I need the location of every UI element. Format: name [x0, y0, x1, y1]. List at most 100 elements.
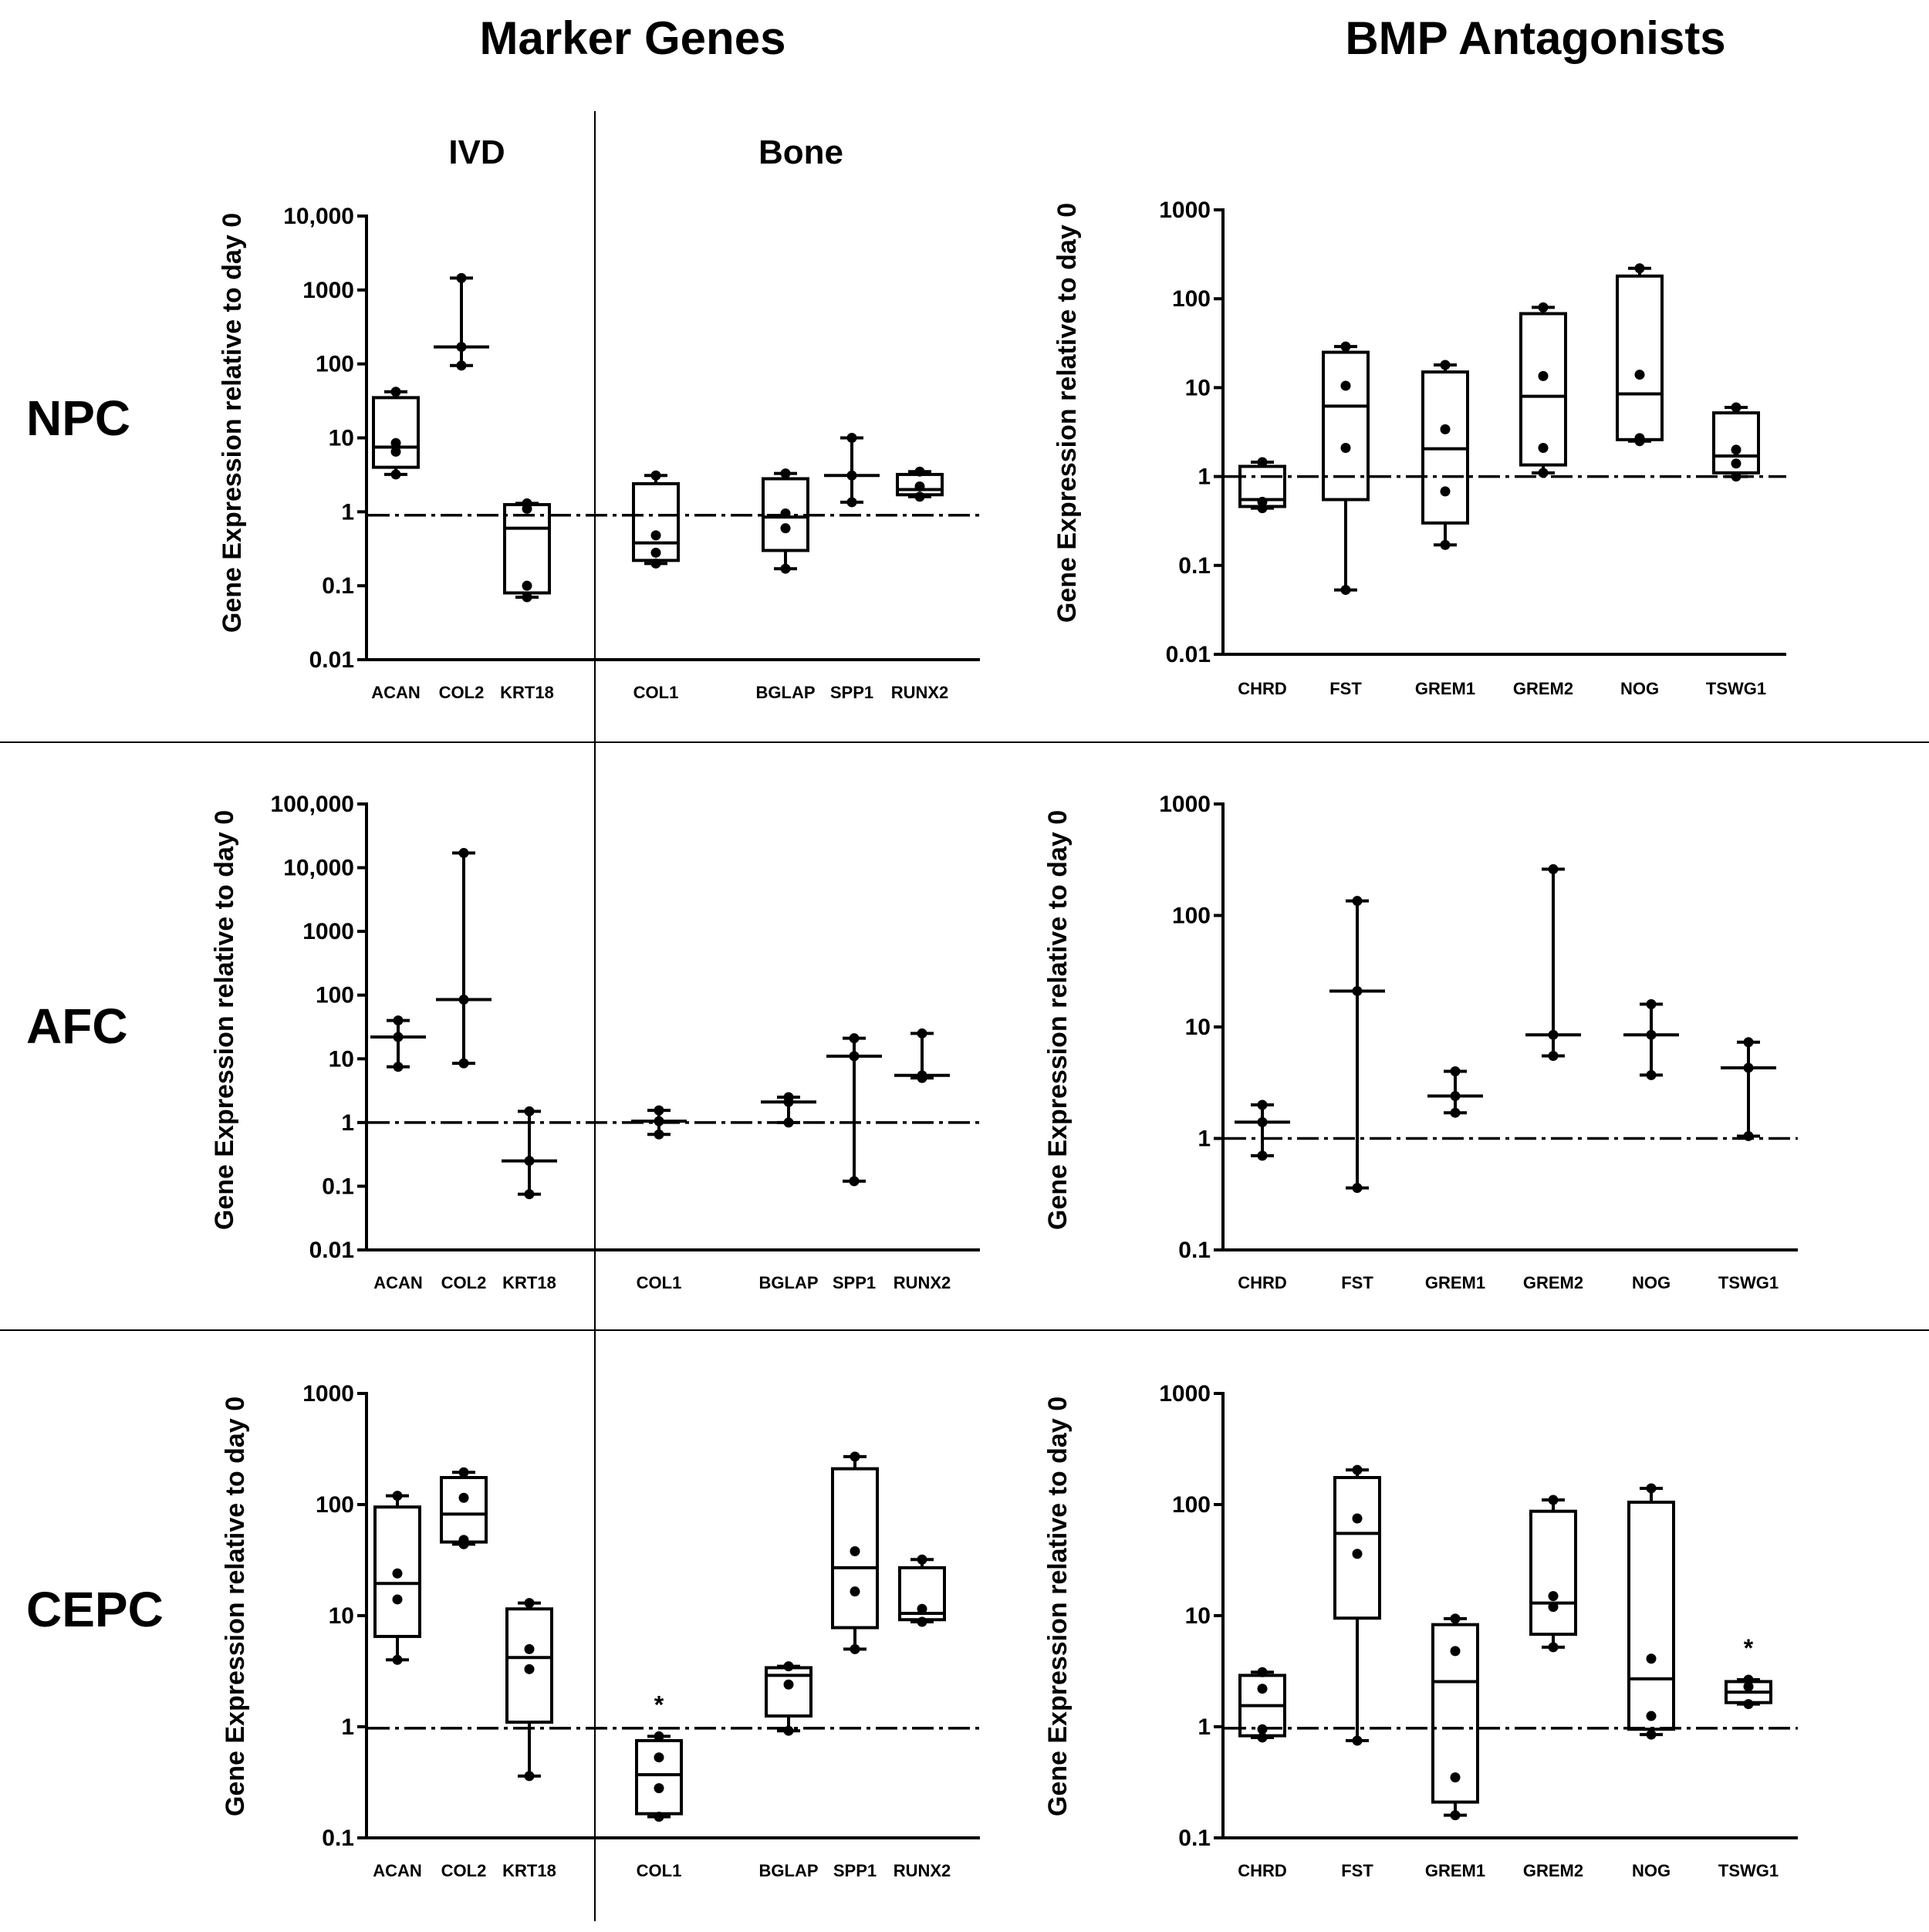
data-point: [1731, 471, 1742, 482]
data-point: [1450, 1066, 1461, 1077]
y-tick-label: 1: [341, 499, 354, 525]
data-point: [522, 580, 532, 591]
data-point: [1340, 442, 1351, 453]
iqr-box: [762, 477, 809, 552]
box-grem1: [1427, 1066, 1483, 1118]
panel-npc-marker-genes: Gene Expression relative to day 0 0.01 0.1…: [218, 204, 980, 702]
data-point: [1440, 360, 1451, 370]
data-point: [1538, 442, 1549, 453]
data-point: [392, 1594, 403, 1605]
box-grem2: [1529, 1495, 1577, 1653]
data-point: [1548, 1591, 1559, 1602]
box-col1: *: [635, 1690, 683, 1822]
x-tick-label: TSWG1: [1706, 679, 1766, 698]
data-point: [456, 360, 467, 371]
y-tick-label: 100: [316, 352, 354, 377]
data-point: [524, 1106, 535, 1116]
data-point: [1352, 1735, 1363, 1746]
data-point: [1440, 424, 1451, 434]
data-point: [850, 1451, 860, 1462]
box-col1: [632, 470, 680, 569]
box-chrd: [1235, 1099, 1290, 1161]
data-point: [1340, 341, 1351, 352]
x-tick-label: COL1: [633, 683, 679, 702]
data-point: [1548, 1051, 1559, 1062]
data-point: [1352, 985, 1363, 996]
x-tick-label: COL2: [441, 1861, 487, 1880]
data-point: [1352, 1464, 1363, 1475]
x-tick-label: GREM2: [1523, 1861, 1583, 1880]
iqr-box: [1616, 274, 1664, 441]
panel-afc-bmp-antagonists: Gene Expression relative to day 0 0.1 1 10 1…: [1043, 792, 1798, 1292]
data-point: [1743, 1062, 1754, 1073]
data-point: [1440, 539, 1451, 550]
x-tick-label: GREM2: [1513, 679, 1573, 698]
data-point: [917, 1603, 927, 1614]
data-point: [392, 1568, 403, 1579]
y-tick-label: 1000: [302, 919, 354, 944]
data-point: [917, 1070, 927, 1081]
x-tick-label: NOG: [1620, 679, 1659, 698]
y-tick-label: 10,000: [283, 204, 354, 229]
data-point: [783, 1725, 794, 1736]
box-col2: [440, 1467, 488, 1549]
data-point: [1257, 1150, 1268, 1161]
y-tick-label: 0.01: [1166, 642, 1211, 667]
x-tick-label: COL2: [441, 1273, 487, 1292]
title-marker-genes: Marker Genes: [480, 12, 786, 64]
data-point: [783, 1117, 794, 1128]
data-point: [458, 1535, 469, 1545]
data-point: [1634, 370, 1645, 380]
data-point: [393, 1032, 404, 1042]
data-point: [654, 1752, 664, 1763]
data-point: [783, 1092, 794, 1103]
data-point: [1257, 457, 1268, 468]
data-point: [1646, 1069, 1657, 1080]
data-point: [846, 433, 857, 443]
data-point: [846, 497, 857, 508]
box-runx2: [896, 466, 944, 502]
data-point: [524, 1156, 535, 1167]
y-axis-label: Gene Expression relative to day 0: [210, 810, 239, 1230]
box-acan: [372, 387, 420, 480]
data-point: [458, 1467, 469, 1478]
x-tick-label: FST: [1329, 679, 1362, 698]
data-point: [1743, 1037, 1754, 1048]
x-tick-label: FST: [1341, 1861, 1373, 1880]
data-point: [1257, 1684, 1268, 1694]
data-point: [1646, 1483, 1657, 1494]
y-tick-label: 0.1: [322, 573, 354, 599]
x-tick-label: RUNX2: [894, 1861, 951, 1880]
data-point: [524, 1771, 535, 1782]
row-label-afc: AFC: [26, 998, 128, 1054]
box-bglap: [765, 1661, 812, 1736]
data-point: [650, 558, 661, 569]
row-label-npc: NPC: [26, 390, 130, 446]
y-tick-label: 0.1: [1178, 1826, 1211, 1851]
iqr-box: [635, 1738, 683, 1815]
y-tick-label: 1: [341, 1714, 354, 1740]
y-axis-label: Gene Expression relative to day 0: [1052, 203, 1082, 623]
y-tick-label: 0.01: [309, 647, 354, 673]
x-tick-label: COL2: [439, 683, 485, 702]
data-point: [524, 1663, 535, 1674]
box-acan: [370, 1015, 426, 1072]
data-point: [654, 1812, 664, 1822]
title-bmp-antagonists: BMP Antagonists: [1345, 12, 1725, 64]
data-point: [1340, 380, 1351, 391]
box-grem1: [1431, 1613, 1479, 1821]
box-runx2: [894, 1028, 950, 1083]
x-tick-label: TSWG1: [1718, 1273, 1779, 1292]
x-tick-label: GREM2: [1523, 1273, 1583, 1292]
box-tswg1: *: [1725, 1634, 1772, 1710]
data-point: [1450, 1772, 1461, 1783]
data-point: [849, 1176, 860, 1187]
data-point: [780, 563, 791, 574]
section-label-ivd: IVD: [448, 133, 505, 171]
data-point: [1548, 1602, 1559, 1613]
x-tick-label: BGLAP: [759, 1861, 819, 1880]
iqr-box: [1529, 1509, 1577, 1636]
data-point: [1646, 1029, 1657, 1040]
data-point: [1743, 1699, 1754, 1710]
box-fst: [1322, 341, 1370, 596]
